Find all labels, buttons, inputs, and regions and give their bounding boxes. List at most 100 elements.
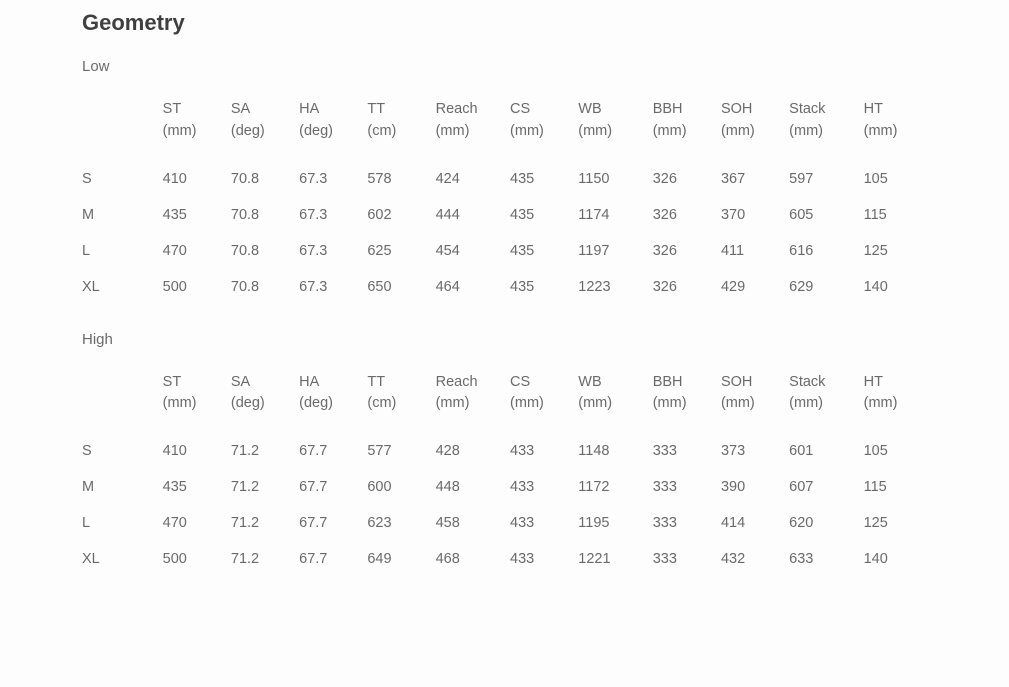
value-cell: 428 bbox=[436, 433, 510, 469]
value-cell: 1223 bbox=[578, 269, 652, 305]
column-header: CS (mm) bbox=[510, 372, 578, 434]
column-header: HT (mm) bbox=[864, 99, 932, 161]
value-cell: 429 bbox=[721, 269, 789, 305]
value-cell: 67.7 bbox=[299, 505, 367, 541]
column-header-label: TT bbox=[367, 101, 385, 117]
value-cell: 70.8 bbox=[231, 233, 299, 269]
column-header-unit: (mm) bbox=[789, 123, 823, 139]
geometry-tables: Low ST(mm)SA(deg)HA(deg)TT(cm)Reach(mm)C… bbox=[82, 58, 1009, 577]
column-header-label: WB bbox=[578, 374, 601, 390]
value-cell: 71.2 bbox=[231, 541, 299, 577]
value-cell: 577 bbox=[367, 433, 435, 469]
value-cell: 326 bbox=[653, 233, 721, 269]
column-header-label: HA bbox=[299, 101, 319, 117]
column-header-unit: (mm) bbox=[721, 123, 755, 139]
size-cell: XL bbox=[82, 269, 163, 305]
value-cell: 67.3 bbox=[299, 233, 367, 269]
value-cell: 390 bbox=[721, 469, 789, 505]
value-cell: 67.7 bbox=[299, 469, 367, 505]
column-header-unit: (deg) bbox=[299, 123, 333, 139]
column-header-label: ST bbox=[163, 374, 182, 390]
column-header: SOH(mm) bbox=[721, 372, 789, 434]
column-header: WB(mm) bbox=[578, 372, 652, 434]
value-cell: 125 bbox=[864, 505, 932, 541]
value-cell: 125 bbox=[864, 233, 932, 269]
column-header: Reach(mm) bbox=[436, 372, 510, 434]
column-header-unit: (deg) bbox=[231, 123, 265, 139]
value-cell: 105 bbox=[864, 161, 932, 197]
column-header-label: SOH bbox=[721, 101, 752, 117]
value-cell: 67.3 bbox=[299, 161, 367, 197]
size-cell: M bbox=[82, 197, 163, 233]
value-cell: 370 bbox=[721, 197, 789, 233]
column-header-label: SA bbox=[231, 101, 250, 117]
column-header-label: CS bbox=[510, 101, 530, 117]
column-header-unit: (mm) bbox=[510, 395, 544, 411]
column-header-label: HT bbox=[864, 101, 883, 117]
value-cell: 333 bbox=[653, 505, 721, 541]
value-cell: 620 bbox=[789, 505, 863, 541]
column-header: HT(mm) bbox=[864, 372, 932, 434]
value-cell: 623 bbox=[367, 505, 435, 541]
value-cell: 625 bbox=[367, 233, 435, 269]
size-cell: S bbox=[82, 433, 163, 469]
column-header-label: SOH bbox=[721, 374, 752, 390]
value-cell: 115 bbox=[864, 469, 932, 505]
value-cell: 454 bbox=[436, 233, 510, 269]
value-cell: 470 bbox=[163, 505, 231, 541]
value-cell: 333 bbox=[653, 469, 721, 505]
column-header: Stack(mm) bbox=[789, 372, 863, 434]
value-cell: 458 bbox=[436, 505, 510, 541]
value-cell: 432 bbox=[721, 541, 789, 577]
value-cell: 67.7 bbox=[299, 433, 367, 469]
column-header-label: Reach bbox=[436, 101, 478, 117]
column-header-label: CS bbox=[510, 374, 530, 390]
value-cell: 464 bbox=[436, 269, 510, 305]
value-cell: 333 bbox=[653, 433, 721, 469]
value-cell: 67.7 bbox=[299, 541, 367, 577]
column-header: WB(mm) bbox=[578, 99, 652, 161]
value-cell: 650 bbox=[367, 269, 435, 305]
column-header: TT(cm) bbox=[367, 372, 435, 434]
value-cell: 444 bbox=[436, 197, 510, 233]
column-header: SA (deg) bbox=[231, 99, 299, 161]
column-header: ST(mm) bbox=[163, 372, 231, 434]
value-cell: 435 bbox=[510, 233, 578, 269]
column-header-label: Stack bbox=[789, 101, 825, 117]
table-row: S41070.867.35784244351150326367597105 bbox=[82, 161, 932, 197]
column-header-unit: (deg) bbox=[231, 395, 265, 411]
table-row: XL50070.867.36504644351223326429629140 bbox=[82, 269, 932, 305]
group-label: High bbox=[82, 331, 1009, 348]
column-header-unit: (mm) bbox=[864, 123, 898, 139]
value-cell: 616 bbox=[789, 233, 863, 269]
value-cell: 602 bbox=[367, 197, 435, 233]
value-cell: 411 bbox=[721, 233, 789, 269]
value-cell: 115 bbox=[864, 197, 932, 233]
value-cell: 140 bbox=[864, 541, 932, 577]
column-header: HA (deg) bbox=[299, 99, 367, 161]
column-header-label: BBH bbox=[653, 374, 683, 390]
value-cell: 67.3 bbox=[299, 269, 367, 305]
column-header-label: ST bbox=[163, 101, 182, 117]
value-cell: 333 bbox=[653, 541, 721, 577]
value-cell: 435 bbox=[510, 197, 578, 233]
column-header: TT(cm) bbox=[367, 99, 435, 161]
value-cell: 433 bbox=[510, 469, 578, 505]
column-header-unit: (mm) bbox=[510, 123, 544, 139]
column-header-label: HT bbox=[864, 374, 883, 390]
value-cell: 67.3 bbox=[299, 197, 367, 233]
table-row: M43571.267.76004484331172333390607115 bbox=[82, 469, 932, 505]
value-cell: 605 bbox=[789, 197, 863, 233]
value-cell: 1150 bbox=[578, 161, 652, 197]
table-row: L47071.267.76234584331195333414620125 bbox=[82, 505, 932, 541]
column-header: Stack (mm) bbox=[789, 99, 863, 161]
column-header-unit: (deg) bbox=[299, 395, 333, 411]
value-cell: 414 bbox=[721, 505, 789, 541]
column-header-label: HA bbox=[299, 374, 319, 390]
value-cell: 1148 bbox=[578, 433, 652, 469]
section-title: Geometry bbox=[82, 10, 1009, 36]
geometry-table: ST (mm) SA (deg) HA (deg) TT(cm)Reach (mm) CS (mm… bbox=[82, 99, 932, 305]
value-cell: 607 bbox=[789, 469, 863, 505]
column-header-unit: (cm) bbox=[367, 395, 396, 411]
size-cell: S bbox=[82, 161, 163, 197]
